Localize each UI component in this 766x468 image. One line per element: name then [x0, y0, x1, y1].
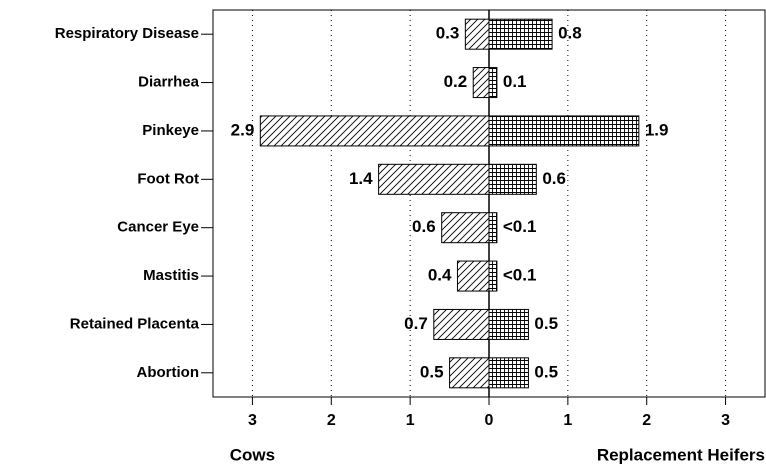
- bar: [433, 308, 490, 340]
- x-tick-label: 0: [485, 412, 494, 429]
- bar: [488, 115, 640, 147]
- bar: [488, 163, 537, 195]
- value-label: <0.1: [503, 266, 537, 285]
- bar: [488, 212, 498, 244]
- bar: [441, 212, 490, 244]
- value-label: 0.5: [534, 314, 558, 333]
- y-tick-label: Retained Placenta: [70, 315, 200, 332]
- axis-label: Cows: [230, 445, 275, 464]
- value-label: 0.6: [412, 217, 436, 236]
- bar: [464, 18, 490, 50]
- y-tick-label: Cancer Eye: [117, 219, 199, 236]
- value-label: <0.1: [503, 217, 537, 236]
- value-label: 0.3: [436, 24, 460, 43]
- value-label: 1.9: [645, 120, 669, 139]
- y-tick-label: Foot Rot: [137, 170, 199, 187]
- bar: [259, 115, 490, 147]
- value-label: 0.8: [558, 24, 582, 43]
- bar: [488, 18, 553, 50]
- bar: [488, 357, 529, 389]
- y-tick-label: Diarrhea: [138, 74, 200, 91]
- value-label: 2.9: [231, 120, 255, 139]
- value-label: 0.5: [534, 362, 558, 381]
- value-label: 0.7: [404, 314, 428, 333]
- x-tick-label: 3: [248, 412, 257, 429]
- x-tick-label: 3: [721, 412, 730, 429]
- x-tick-label: 2: [642, 412, 651, 429]
- x-tick-label: 2: [327, 412, 336, 429]
- bar: [488, 308, 529, 340]
- axis-label: Replacement Heifers: [597, 445, 765, 464]
- y-tick-label: Mastitis: [143, 267, 199, 284]
- bar: [449, 357, 490, 389]
- value-label: 0.1: [503, 72, 527, 91]
- bar: [488, 67, 498, 99]
- y-tick-label: Abortion: [137, 364, 199, 381]
- value-label: 0.6: [542, 169, 566, 188]
- bar: [488, 260, 498, 292]
- value-label: 0.5: [420, 362, 444, 381]
- bar: [472, 67, 490, 99]
- value-label: 1.4: [349, 169, 373, 188]
- value-label: 0.2: [444, 72, 468, 91]
- x-tick-label: 1: [563, 412, 572, 429]
- y-tick-label: Pinkeye: [142, 122, 199, 139]
- bar: [456, 260, 490, 292]
- bar: [378, 163, 490, 195]
- x-tick-label: 1: [406, 412, 415, 429]
- value-label: 0.4: [428, 266, 452, 285]
- y-tick-label: Respiratory Disease: [55, 25, 199, 42]
